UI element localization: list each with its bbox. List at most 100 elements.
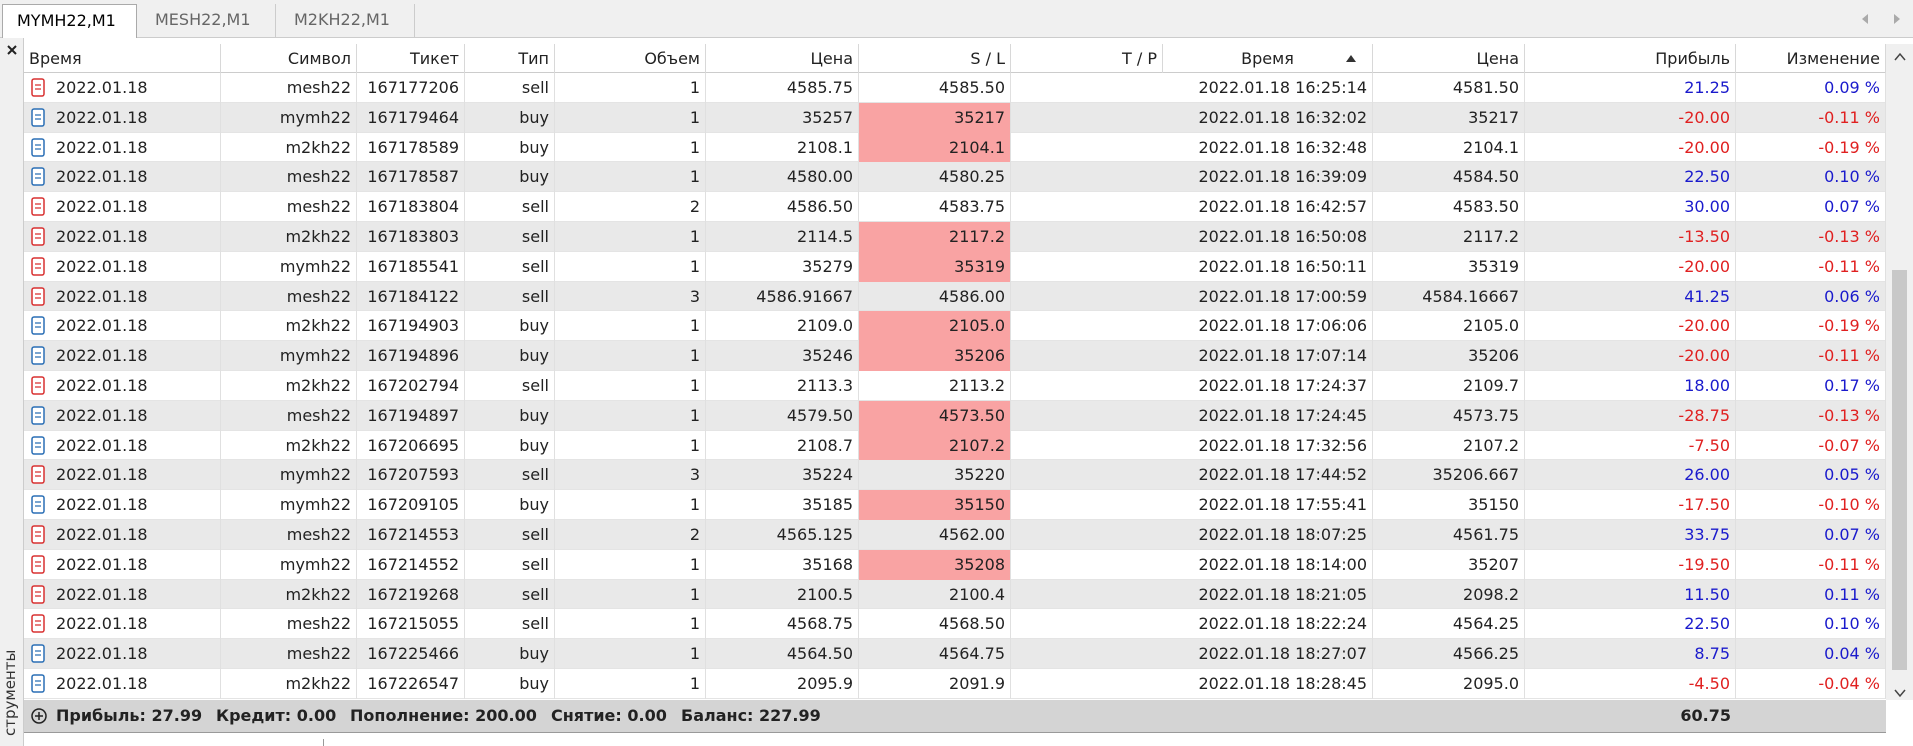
tab[interactable]: MESH22,M1	[141, 4, 276, 38]
table-cell: 167214553	[357, 520, 465, 550]
table-cell: 0.04 %	[1736, 639, 1886, 669]
table-cell: 167214552	[357, 549, 465, 580]
table-cell: -20.00	[1525, 341, 1736, 371]
table-row[interactable]	[24, 669, 1886, 699]
table-cell: 167226547	[357, 669, 465, 699]
table-cell: 4580.00	[706, 162, 859, 193]
scrollbar[interactable]	[1886, 44, 1913, 700]
table-row[interactable]	[24, 281, 1886, 312]
table-cell: 1	[555, 669, 706, 699]
close-button[interactable]	[4, 42, 20, 58]
column-header[interactable]: Изменение	[1736, 44, 1886, 73]
table-cell: -0.07 %	[1736, 430, 1886, 461]
table-cell: 2022.01.18 16:40:...	[24, 192, 221, 222]
summary-item: Баланс: 227.99	[681, 706, 821, 725]
tab[interactable]: MYMH22,M1	[2, 4, 137, 38]
deal-icon	[31, 286, 45, 306]
table-cell: -20.00	[1525, 102, 1736, 133]
table-cell: sell	[465, 579, 555, 610]
table-cell: 2022.01.18 17:35:...	[24, 460, 221, 491]
column-header[interactable]: Время	[1163, 44, 1373, 73]
table-cell: buy	[465, 639, 555, 669]
table-cell: 1	[555, 609, 706, 640]
deal-icon	[31, 525, 45, 544]
scroll-arrows[interactable]	[1891, 50, 1909, 700]
table-cell: 0.11 %	[1736, 579, 1886, 610]
tab[interactable]: M2KH22,M1	[280, 4, 415, 38]
scrollbar-thumb[interactable]	[1892, 270, 1907, 670]
column-header[interactable]: Прибыль	[1525, 44, 1736, 73]
table-cell: 1	[555, 73, 706, 103]
table-row[interactable]	[24, 371, 1886, 401]
table-cell: 21.25	[1525, 73, 1736, 103]
deal-icon	[31, 406, 45, 425]
table-cell: -0.13 %	[1736, 400, 1886, 431]
table-cell: 4564.25	[1373, 609, 1525, 640]
column-header[interactable]: Время	[24, 44, 221, 73]
table-cell: sell	[465, 251, 555, 282]
table-cell: buy	[465, 162, 555, 193]
expand-icon[interactable]	[30, 707, 48, 725]
table-row[interactable]	[24, 162, 1886, 193]
column-header[interactable]: S / L	[859, 44, 1011, 73]
table-cell: 1	[555, 549, 706, 580]
deal-icon	[31, 167, 45, 187]
table-row[interactable]	[24, 520, 1886, 550]
table-cell: 1	[555, 490, 706, 520]
column-header[interactable]: Цена	[706, 44, 859, 73]
table-row[interactable]	[24, 73, 1886, 103]
table-cell: 2095.0	[1373, 669, 1525, 699]
table-cell: 0.07 %	[1736, 520, 1886, 550]
table-cell: 35150	[859, 490, 1011, 520]
table-cell: 4573.50	[859, 400, 1011, 431]
table-row[interactable]	[24, 460, 1886, 491]
table-cell: -4.50	[1525, 669, 1736, 699]
table-cell: -0.11 %	[1736, 251, 1886, 282]
column-header[interactable]: T / P	[1011, 44, 1163, 73]
deal-icon	[31, 346, 45, 365]
table-cell: 167178589	[357, 132, 465, 163]
table-cell: 2113.3	[706, 371, 859, 401]
table-cell: buy	[465, 132, 555, 163]
table-cell: buy	[465, 490, 555, 520]
table-cell: 2022.01.18 18:10:...	[24, 609, 221, 640]
table-cell: 4561.75	[1373, 520, 1525, 550]
deal-icon	[31, 257, 45, 276]
table-cell: 4579.50	[706, 400, 859, 431]
table-cell: buy	[465, 400, 555, 431]
table-cell: mesh22	[221, 192, 357, 222]
table-row[interactable]	[24, 639, 1886, 669]
table-cell: 1	[555, 400, 706, 431]
table-cell: 2022.01.18 16:31:...	[24, 102, 221, 133]
table-row[interactable]	[24, 579, 1886, 610]
table-cell: 2022.01.18 16:47:...	[24, 251, 221, 282]
column-header[interactable]: Тикет	[357, 44, 465, 73]
table-cell: sell	[465, 460, 555, 491]
table-cell: 2022.01.18 17:00:59	[1163, 281, 1373, 312]
table-cell: sell	[465, 192, 555, 222]
tab-scroll-arrows[interactable]	[1858, 10, 1908, 28]
summary-item: Кредит: 0.00	[216, 706, 337, 725]
deal-icon	[31, 108, 45, 127]
table-cell: -13.50	[1525, 222, 1736, 252]
table-cell: 167194896	[357, 341, 465, 371]
table-cell: 2109.7	[1373, 371, 1525, 401]
table-cell: 2022.01.18 17:24:37	[1163, 371, 1373, 401]
table-cell: 2022.01.18 16:30:...	[24, 132, 221, 163]
table-cell: m2kh22	[221, 579, 357, 610]
table-row[interactable]	[24, 609, 1886, 640]
table-cell: 4580.25	[859, 162, 1011, 193]
table-cell: 167209105	[357, 490, 465, 520]
column-header[interactable]: Цена	[1373, 44, 1525, 73]
column-header[interactable]: Символ	[221, 44, 357, 73]
table-cell: -19.50	[1525, 549, 1736, 580]
column-header[interactable]: Тип	[465, 44, 555, 73]
table-cell: 2022.01.18 16:50:11	[1163, 251, 1373, 282]
column-header[interactable]: Объем	[555, 44, 706, 73]
table-row[interactable]	[24, 192, 1886, 222]
deal-icon	[31, 644, 45, 663]
table-cell: -28.75	[1525, 400, 1736, 431]
table-cell: 2022.01.18 17:32:56	[1163, 430, 1373, 461]
table-cell: 35207	[1373, 549, 1525, 580]
table-cell: m2kh22	[221, 669, 357, 699]
